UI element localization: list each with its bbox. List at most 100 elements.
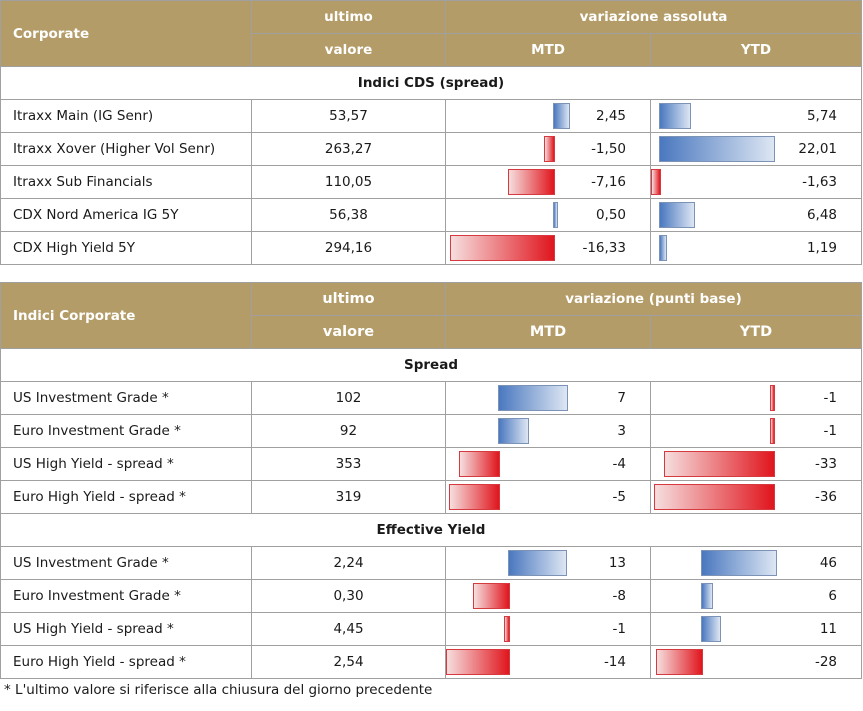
bar-ytd — [654, 484, 775, 510]
row-ytd-cell: -36 — [649, 480, 863, 514]
table-row: US Investment Grade * 102 7 -1 — [0, 381, 863, 415]
header-mtd: MTD — [445, 33, 651, 67]
row-ytd-cell: 22,01 — [649, 132, 863, 166]
row-mtd-cell: -5 — [445, 480, 651, 514]
bar-ytd — [659, 202, 695, 228]
row-ytd-cell: -1 — [649, 414, 863, 448]
row-mtd-cell: 7 — [445, 381, 651, 415]
row-ytd-cell: -33 — [649, 447, 863, 481]
row-mtd-value: 3 — [617, 423, 626, 439]
bar-mtd — [508, 169, 555, 195]
bar-mtd — [459, 451, 500, 477]
row-mtd-cell: -4 — [445, 447, 651, 481]
bar-mtd — [498, 385, 568, 411]
row-mtd-value: -1 — [612, 621, 626, 637]
header-valore: valore — [251, 33, 446, 67]
row-name: US Investment Grade * — [0, 546, 252, 580]
row-value: 0,30 — [251, 579, 446, 613]
cds-table: Corporate ultimo variazione assoluta val… — [0, 0, 863, 265]
row-ytd-value: 1,19 — [806, 240, 838, 256]
row-ytd-value: -1,63 — [802, 174, 838, 190]
row-mtd-cell: -1 — [445, 612, 651, 646]
table-row: Euro High Yield - spread * 2,54 -14 -28 — [0, 645, 863, 679]
bar-ytd — [701, 550, 777, 576]
row-mtd-value: -14 — [603, 654, 626, 670]
header-variazione: variazione assoluta — [444, 0, 863, 34]
row-mtd-cell: 0,50 — [445, 198, 651, 232]
row-ytd-value: 46 — [819, 555, 838, 571]
bar-mtd — [473, 583, 510, 609]
row-value: 110,05 — [251, 165, 446, 199]
row-ytd-cell: 11 — [649, 612, 863, 646]
row-ytd-value: 5,74 — [806, 108, 838, 124]
row-ytd-value: 6 — [828, 588, 838, 604]
row-mtd-value: -8 — [612, 588, 626, 604]
bar-mtd — [544, 136, 555, 162]
row-value: 53,57 — [251, 99, 446, 133]
row-ytd-value: 22,01 — [798, 141, 838, 157]
bar-ytd — [701, 583, 713, 609]
row-ytd-cell: -28 — [649, 645, 863, 679]
row-name: Euro Investment Grade * — [0, 579, 252, 613]
row-mtd-value: 13 — [608, 555, 626, 571]
row-value: 2,24 — [251, 546, 446, 580]
bar-mtd — [498, 418, 529, 444]
row-ytd-value: -33 — [814, 456, 838, 472]
table-row: Itraxx Sub Financials 110,05 -7,16 -1,63 — [0, 165, 863, 199]
row-ytd-value: -1 — [823, 423, 838, 439]
row-value: 263,27 — [251, 132, 446, 166]
row-name: CDX High Yield 5Y — [0, 231, 252, 265]
row-mtd-value: -16,33 — [582, 240, 626, 256]
row-mtd-value: 7 — [617, 390, 626, 406]
row-ytd-cell: -1 — [649, 381, 863, 415]
header-ultimo: ultimo — [251, 0, 446, 34]
row-ytd-cell: -1,63 — [649, 165, 863, 199]
row-value: 353 — [251, 447, 446, 481]
table-row: Itraxx Xover (Higher Vol Senr) 263,27 -1,5… — [0, 132, 863, 166]
row-value: 319 — [251, 480, 446, 514]
row-ytd-cell: 6,48 — [649, 198, 863, 232]
row-name: US High Yield - spread * — [0, 447, 252, 481]
row-ytd-cell: 5,74 — [649, 99, 863, 133]
bar-ytd — [770, 418, 775, 444]
row-mtd-value: -7,16 — [591, 174, 626, 190]
table-row: Euro Investment Grade * 0,30 -8 6 — [0, 579, 863, 613]
row-name: US Investment Grade * — [0, 381, 252, 415]
footnote: * L'ultimo valore si riferisce alla chiu… — [4, 682, 433, 698]
table-row: Euro Investment Grade * 92 3 -1 — [0, 414, 863, 448]
row-mtd-cell: 13 — [445, 546, 651, 580]
row-ytd-value: -1 — [823, 390, 838, 406]
corporate-table: Indici Corporate ultimo variazione (punt… — [0, 282, 863, 679]
header-corporate: Indici Corporate — [0, 282, 252, 349]
row-ytd-cell: 46 — [649, 546, 863, 580]
row-name: Euro High Yield - spread * — [0, 480, 252, 514]
row-value: 4,45 — [251, 612, 446, 646]
bar-ytd — [664, 451, 775, 477]
row-mtd-cell: -1,50 — [445, 132, 651, 166]
row-name: Euro High Yield - spread * — [0, 645, 252, 679]
bar-mtd — [450, 235, 555, 261]
bar-ytd — [651, 169, 661, 195]
section-title: Spread — [0, 348, 863, 382]
table-row: CDX High Yield 5Y 294,16 -16,33 1,19 — [0, 231, 863, 265]
row-name: Euro Investment Grade * — [0, 414, 252, 448]
row-value: 92 — [251, 414, 446, 448]
table-row: US Investment Grade * 2,24 13 46 — [0, 546, 863, 580]
header-variazione: variazione (punti base) — [444, 282, 863, 316]
section-title: Effective Yield — [0, 513, 863, 547]
table-row: Itraxx Main (IG Senr) 53,57 2,45 5,74 — [0, 99, 863, 133]
bar-ytd — [656, 649, 703, 675]
header-ytd: YTD — [649, 33, 863, 67]
table-row: Euro High Yield - spread * 319 -5 -36 — [0, 480, 863, 514]
row-mtd-value: 2,45 — [595, 108, 626, 124]
header-ytd: YTD — [649, 315, 863, 349]
row-mtd-cell: 3 — [445, 414, 651, 448]
row-value: 102 — [251, 381, 446, 415]
row-ytd-cell: 6 — [649, 579, 863, 613]
row-ytd-value: -36 — [814, 489, 838, 505]
table-row: CDX Nord America IG 5Y 56,38 0,50 6,48 — [0, 198, 863, 232]
row-mtd-value: -4 — [612, 456, 626, 472]
row-ytd-value: 6,48 — [806, 207, 838, 223]
bar-ytd — [770, 385, 775, 411]
section-row: Spread — [0, 348, 863, 382]
